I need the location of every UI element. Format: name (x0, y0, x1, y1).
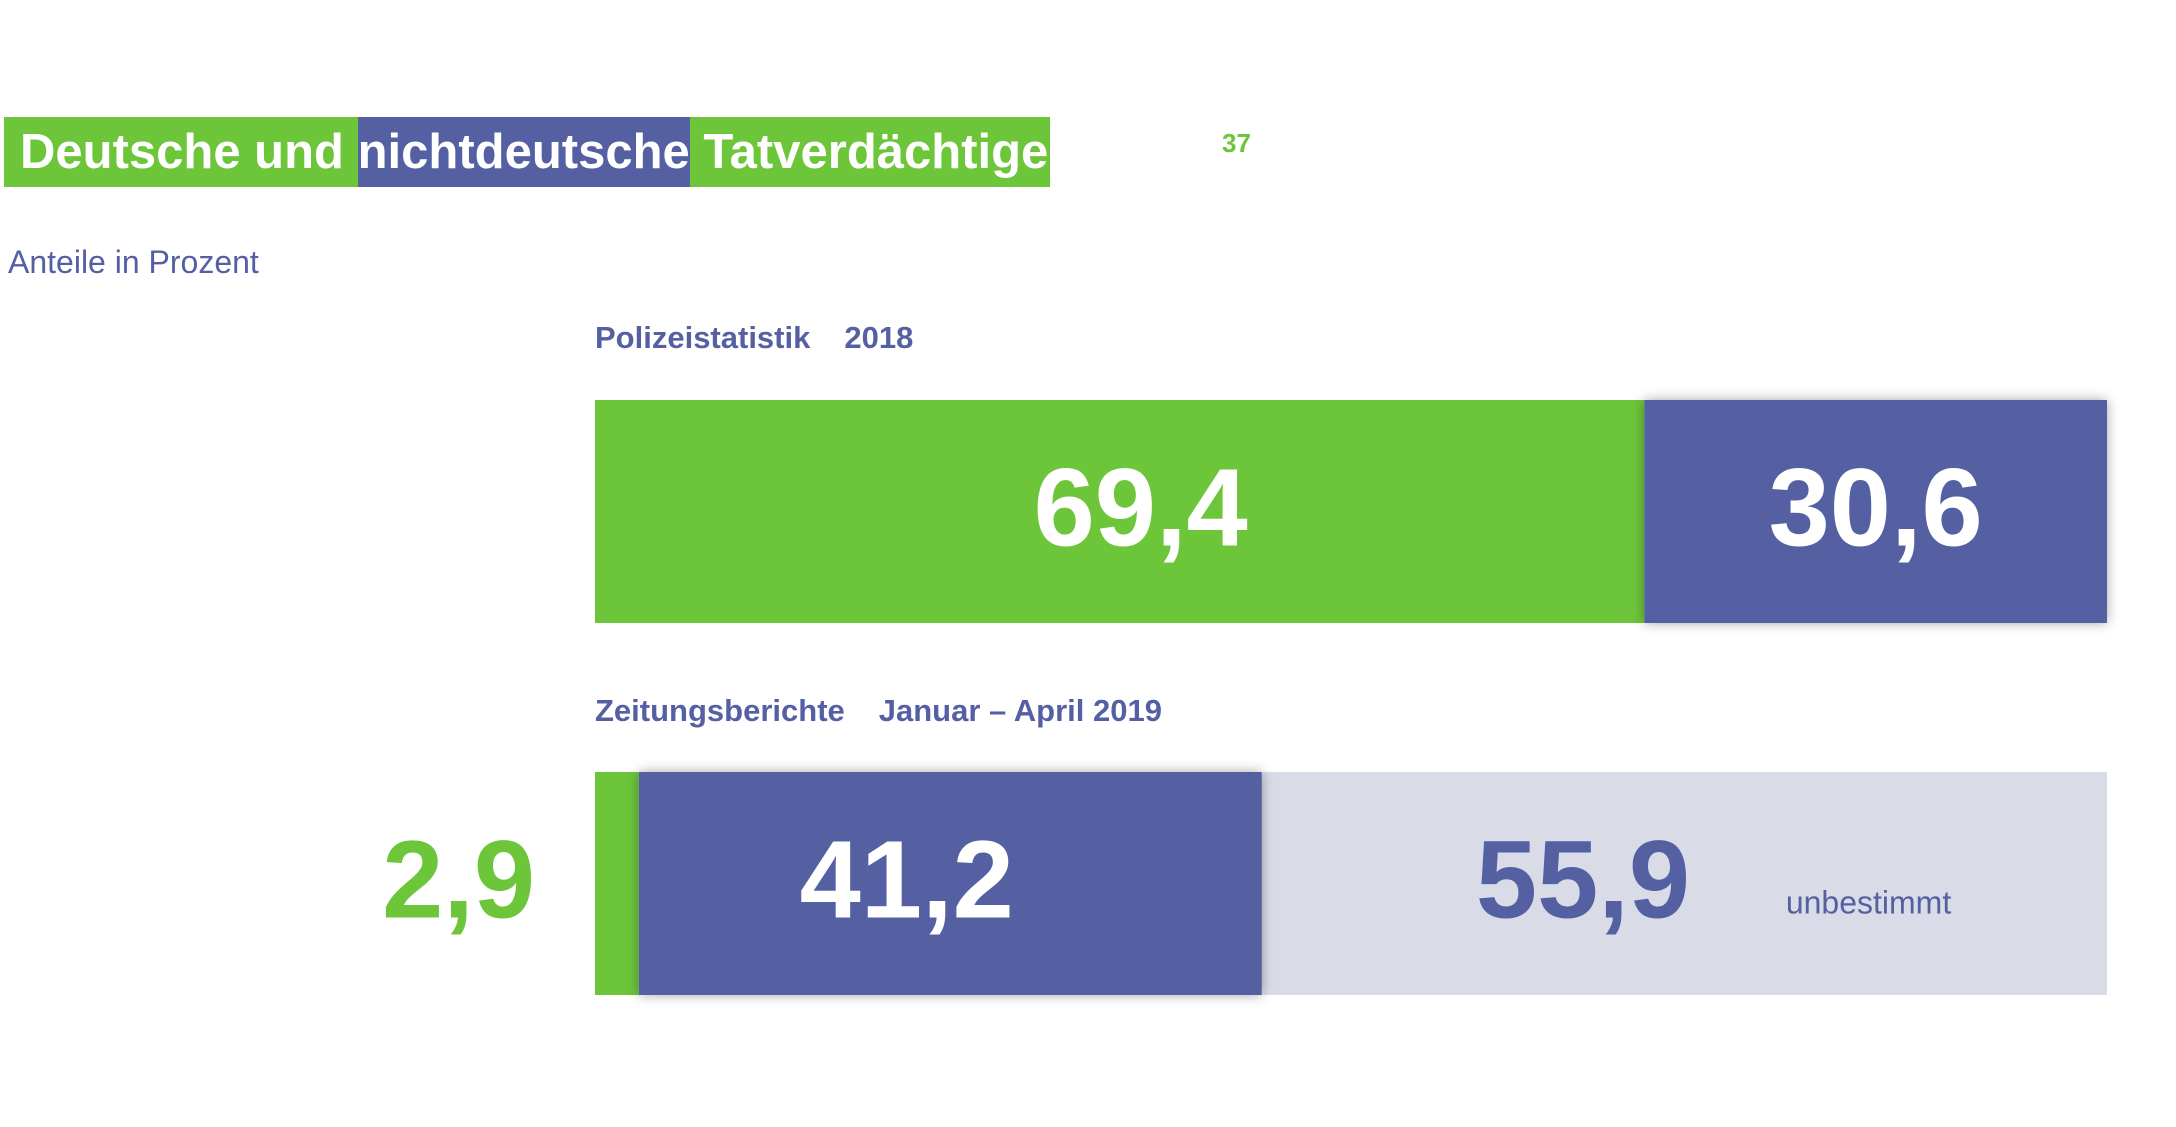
chart-title: Deutsche und nichtdeutsche Tatverdächtig… (4, 117, 1051, 187)
data-label: 41,2 (800, 819, 1014, 942)
bar-segment (1261, 772, 2107, 995)
title-footnote: 37 (1222, 128, 1251, 158)
bar-segment (638, 772, 1262, 995)
bar-segment (595, 400, 1645, 623)
panel-period: Januar – April 2019 (878, 693, 1162, 728)
data-label: 30,6 (1769, 447, 1983, 570)
panel-label-polizeistatistik: Polizeistatistik 2018 (595, 320, 913, 356)
segment-extra-label: unbestimmt (1786, 885, 1952, 921)
title-part-nichtdeutsche: nichtdeutsche (357, 117, 690, 187)
panel-period: 2018 (844, 320, 914, 355)
panel-source: Zeitungsberichte (595, 693, 845, 728)
data-label: 2,9 (382, 819, 535, 942)
data-label: 69,4 (1034, 447, 1248, 570)
bar-segment (595, 772, 639, 995)
panel-label-zeitungsberichte: Zeitungsberichte Januar – April 2019 (595, 693, 1162, 729)
chart-subtitle: Anteile in Prozent (8, 244, 259, 280)
panel-source: Polizeistatistik (595, 320, 811, 355)
title-part-tatverdaechtige: Tatverdächtige (689, 117, 1051, 187)
bar-segment (1644, 400, 2107, 623)
title-part-deutsche: Deutsche und (4, 117, 358, 187)
data-label: 55,9 (1476, 819, 1690, 942)
